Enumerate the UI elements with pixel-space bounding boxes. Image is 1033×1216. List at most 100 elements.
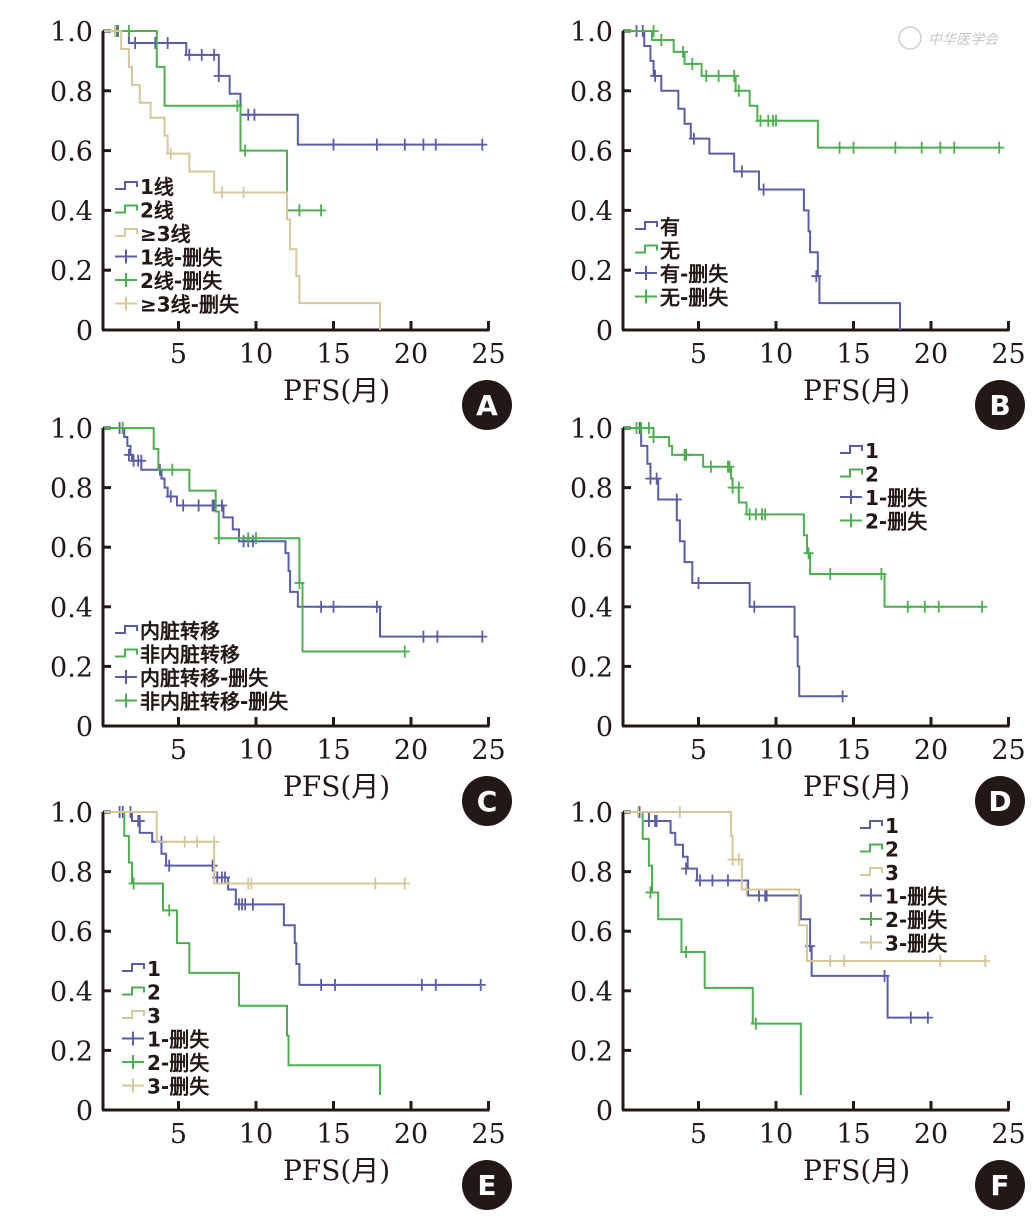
panel-badge [975, 380, 1025, 430]
censor-mark [935, 141, 946, 154]
km-curve [104, 30, 483, 146]
censor-mark [681, 448, 692, 461]
legend-step-icon [115, 181, 138, 190]
censor-mark [834, 141, 845, 154]
y-tick-label: 0.8 [570, 858, 613, 889]
legend-item: 有-删失 [635, 262, 729, 286]
censor-mark [192, 835, 203, 848]
censor-mark [648, 25, 659, 37]
panel-letter: A [476, 389, 498, 422]
legend-item: 1-删失 [122, 1028, 210, 1052]
censor-mark [651, 472, 662, 485]
x-tick-label: 10 [239, 735, 273, 766]
censor-mark [251, 532, 261, 545]
legend-label: 1线-删失 [140, 246, 223, 270]
censor-mark [316, 600, 327, 613]
legend-item: 内脏转移-删失 [115, 666, 269, 690]
km-series-3 [104, 25, 381, 330]
panel-badge [975, 776, 1025, 826]
censor-mark [919, 600, 930, 613]
censor-mark [475, 978, 486, 991]
y-tick-label: 0.4 [50, 977, 93, 1008]
x-tick-label: 15 [316, 339, 350, 370]
censor-mark [371, 600, 382, 613]
censor-mark [196, 48, 207, 61]
legend-item: 3 [122, 1004, 161, 1028]
legend-item: 1-删失 [860, 885, 948, 909]
censor-mark [905, 1011, 916, 1024]
legend-label: 2-删失 [865, 510, 928, 534]
km-series-1 [624, 806, 933, 1024]
censor-mark [330, 978, 341, 991]
km-series-2 [104, 811, 381, 1096]
km-panel-e: 0 0.2 0.4 0.6 0.8 1.0 5 10 15 20 25 PFS(月) E 1231-删失2… [50, 798, 512, 1210]
legend-step-icon [840, 445, 863, 454]
censor-mark [693, 576, 704, 589]
watermark: 中华医学会 [898, 26, 1000, 50]
censor-mark [477, 138, 488, 151]
censor-mark [136, 454, 147, 467]
censor-mark [216, 499, 227, 512]
censor-mark [294, 204, 305, 217]
censor-mark [733, 481, 744, 494]
censor-mark [933, 600, 944, 613]
km-series-2 [104, 422, 410, 658]
legend-item: 1 [840, 439, 879, 463]
censor-mark [477, 630, 488, 643]
legend-item: 2-删失 [122, 1051, 210, 1075]
censor-mark [922, 1011, 933, 1024]
censor-mark [707, 874, 718, 887]
censor-mark [705, 460, 716, 473]
legend-label: 2 [147, 981, 161, 1005]
km-curve [104, 427, 483, 638]
censor-mark [247, 898, 258, 911]
legend-item: 1 [122, 957, 161, 981]
y-tick-label: 1.0 [570, 414, 613, 445]
legend-label: 2-删失 [147, 1051, 210, 1075]
censor-mark [848, 141, 859, 154]
legend-label: 1 [885, 814, 899, 838]
x-axis-title: PFS(月) [283, 1154, 390, 1187]
y-tick-label: 0.4 [570, 977, 613, 1008]
x-tick-label: 20 [394, 339, 428, 370]
x-tick-label: 20 [394, 1119, 428, 1150]
x-tick-label: 10 [239, 339, 273, 370]
y-tick-label: 0 [596, 712, 613, 743]
watermark-emblem-icon [898, 26, 922, 50]
legend-step-icon [115, 204, 138, 214]
legend-item: 有 [635, 215, 680, 239]
censor-mark [916, 141, 927, 154]
x-axis-title: PFS(月) [803, 1154, 910, 1187]
censor-mark [724, 460, 735, 473]
y-tick-label: 1.0 [570, 798, 613, 829]
censor-mark [209, 835, 220, 848]
chart-legend: 有无有-删失无-删失 [635, 215, 729, 310]
legend-step-icon [860, 867, 883, 876]
km-series-1 [104, 25, 488, 151]
x-tick-label: 5 [170, 339, 187, 370]
y-tick-label: 1.0 [50, 414, 93, 445]
censor-mark [688, 132, 699, 145]
censor-mark [650, 69, 661, 82]
x-tick-label: 5 [170, 735, 187, 766]
legend-censor-icon [115, 249, 137, 264]
x-axis-title: PFS(月) [803, 770, 910, 803]
y-tick-label: 1.0 [50, 798, 93, 829]
censor-mark [209, 48, 220, 61]
legend-label: 3-删失 [147, 1075, 210, 1099]
legend-step-icon [115, 625, 138, 634]
censor-mark [371, 138, 382, 151]
legend-item: 无-删失 [635, 286, 729, 310]
censor-mark [678, 45, 688, 58]
censor-mark [123, 25, 134, 37]
x-tick-label: 15 [316, 1119, 350, 1150]
y-tick-label: 1.0 [50, 17, 93, 48]
legend-label: 2 [885, 838, 899, 862]
km-curve [104, 427, 405, 653]
km-series-1 [104, 422, 488, 643]
x-tick-label: 10 [759, 1119, 793, 1150]
censor-mark [430, 978, 441, 991]
